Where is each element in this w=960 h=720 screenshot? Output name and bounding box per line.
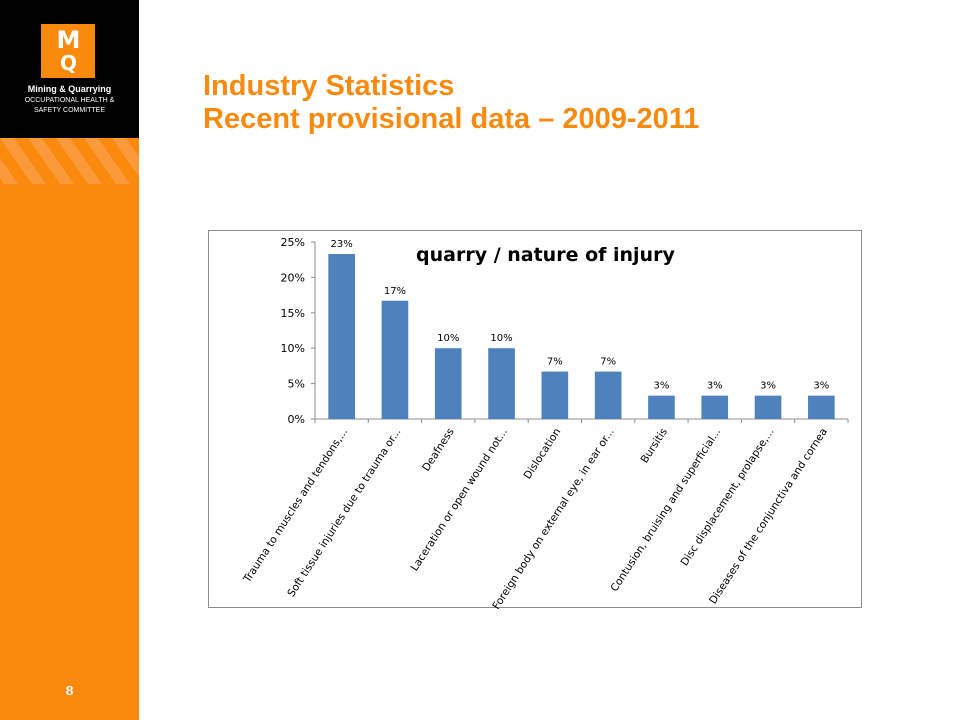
- category-label: Trauma to muscles and tendons,...: [241, 426, 350, 585]
- category-label: Contusion, bruising and superficial...: [608, 426, 723, 594]
- bar: [488, 348, 515, 419]
- sidebar: M Q Mining & Quarrying OCCUPATIONAL HEAL…: [0, 0, 139, 720]
- data-label: 10%: [490, 333, 512, 344]
- logo-mark-icon: M Q: [41, 24, 95, 78]
- title-line-1: Industry Statistics: [203, 70, 455, 102]
- bar: [701, 395, 729, 419]
- y-tick-label: 15%: [281, 307, 305, 320]
- y-tick-label: 5%: [288, 378, 305, 391]
- page-number: 8: [65, 684, 74, 698]
- bar: [594, 371, 622, 419]
- data-label: 3%: [813, 381, 829, 392]
- data-label: 3%: [760, 381, 776, 392]
- slide-title: Industry Statistics Recent provisional d…: [203, 70, 699, 136]
- bar: [541, 371, 569, 419]
- bar: [754, 395, 782, 419]
- bar: [648, 395, 675, 419]
- data-label: 7%: [547, 357, 563, 368]
- data-label: 17%: [384, 286, 406, 297]
- category-label: Bursitis: [639, 426, 670, 465]
- y-tick-label: 10%: [281, 342, 305, 355]
- data-label: 3%: [707, 381, 723, 392]
- title-line-2: Recent provisional data – 2009-2011: [203, 103, 700, 135]
- logo-line-2: OCCUPATIONAL HEALTH &: [24, 97, 115, 104]
- category-label: Laceration or open wound not...: [409, 426, 510, 573]
- y-tick-label: 20%: [281, 271, 305, 284]
- category-label: Disc displacement, prolapse,...: [679, 426, 777, 568]
- logo-line-3: SAFETY COMMITTEE: [33, 107, 106, 114]
- category-label: Deafness: [420, 426, 457, 473]
- category-label: Soft tissue injuries due to trauma or...: [285, 426, 403, 599]
- chart-title: quarry / nature of injury: [416, 244, 675, 266]
- y-tick-label: 25%: [281, 236, 305, 249]
- y-tick-label: 0%: [288, 413, 305, 426]
- bar: [328, 254, 355, 419]
- data-label: 23%: [331, 239, 353, 250]
- category-label: Diseases of the conjunctiva and cornea: [707, 426, 830, 606]
- data-label: 7%: [600, 357, 616, 368]
- bar: [434, 348, 462, 419]
- logo-line-1: Mining & Quarrying: [27, 84, 112, 94]
- category-label: Foreign body on external eye, in ear or.…: [490, 426, 616, 612]
- data-label: 10%: [437, 333, 459, 344]
- bar: [808, 395, 835, 419]
- data-label: 3%: [654, 381, 670, 392]
- logo: M Q Mining & Quarrying OCCUPATIONAL HEAL…: [0, 0, 139, 138]
- category-label: Dislocation: [522, 426, 564, 481]
- bar: [381, 300, 409, 419]
- stripes-decoration: [0, 138, 139, 184]
